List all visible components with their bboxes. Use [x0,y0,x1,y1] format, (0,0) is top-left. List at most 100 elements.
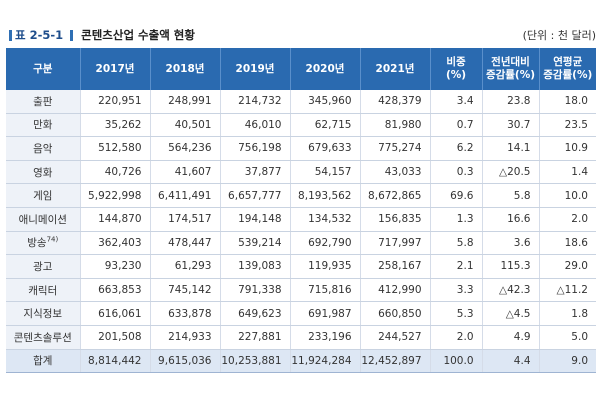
table-row: 캐릭터 663,853 745,142 791,338 715,816 412,990 3.… [6,278,596,303]
row-label-text: 합계 [33,355,53,368]
column-header: 2017년 [80,48,151,90]
table-cell: 6,657,777 [220,183,291,208]
table-cell: 2.1 [430,254,483,279]
table-cell: △11.2 [539,278,596,303]
table-cell: 633,878 [150,301,221,326]
table-cell: 248,991 [150,90,221,114]
table-cell: 9.0 [539,349,596,374]
row-label: 광고 [6,254,81,279]
table-cell: △42.3 [482,278,540,303]
footnote-ref: 74) [46,235,59,244]
table-row: 광고 93,230 61,293 139,083 119,935 258,167 2.1 11… [6,254,596,279]
table-cell: 679,633 [290,136,361,161]
table-cell: 134,532 [290,207,361,232]
table-cell: 5.3 [430,301,483,326]
table-cell: 43,033 [360,160,431,185]
table-cell: 10.9 [539,136,596,161]
row-label-text: 캐릭터 [28,284,58,297]
table-cell: 3.4 [430,90,483,114]
row-label-text: 만화 [33,119,53,132]
table-cell: 660,850 [360,301,431,326]
table-cell: 244,527 [360,325,431,350]
table-cell: 214,732 [220,90,291,114]
table-cell: 37,877 [220,160,291,185]
table-cell: 93,230 [80,254,151,279]
table-cell: 5.8 [482,183,540,208]
table-cell: 691,987 [290,301,361,326]
table-cell: 12,452,897 [360,349,431,374]
header-row: 구분 2017년 2018년 2019년 2020년 2021년 비중 (%) 전년대비 증감률(… [6,48,596,90]
column-header: 구분 [6,48,81,90]
table-number: 표 2-5-1 [15,28,64,42]
row-label: 캐릭터 [6,278,81,303]
table-row: 영화 40,726 41,607 37,877 54,157 43,033 0.3 △20.5… [6,160,596,185]
table-cell: 1.8 [539,301,596,326]
table-cell: 81,980 [360,113,431,138]
table-cell: 30.7 [482,113,540,138]
table-cell: 478,447 [150,231,221,256]
table-cell: 69.6 [430,183,483,208]
table-cell: 5.8 [430,231,483,256]
row-label: 음악 [6,136,81,161]
column-header: 연평균 증감률(%) [539,48,596,90]
table-cell: 214,933 [150,325,221,350]
table-cell: 46,010 [220,113,291,138]
table-cell: 2.0 [430,325,483,350]
table-cell: 6.2 [430,136,483,161]
table-cell: 616,061 [80,301,151,326]
row-label-text: 애니메이션 [18,213,67,226]
table-cell: 8,193,562 [290,183,361,208]
table-cell: 227,881 [220,325,291,350]
table-cell: 100.0 [430,349,483,374]
row-label-text: 지식정보 [23,308,63,321]
table-cell: 201,508 [80,325,151,350]
table-cell: 1.3 [430,207,483,232]
table-cell: 18.6 [539,231,596,256]
table-row: 게임 5,922,998 6,411,491 6,657,777 8,193,562 8,… [6,183,596,208]
table-cell: 2.0 [539,207,596,232]
table-cell: 5.0 [539,325,596,350]
table-cell: 61,293 [150,254,221,279]
table-cell: 139,083 [220,254,291,279]
table-title: 콘텐츠산업 수출액 현황 [81,28,195,42]
row-label-text: 게임 [33,190,53,203]
table-cell: 362,403 [80,231,151,256]
table-caption: 표 2-5-1 콘텐츠산업 수출액 현황 (단위 : 천 달러) [6,24,596,46]
table-cell: 0.3 [430,160,483,185]
table-cell: 35,262 [80,113,151,138]
table-row: 음악 512,580 564,236 756,198 679,633 775,274 6.2… [6,136,596,161]
row-label: 만화 [6,113,81,138]
table-cell: 8,672,865 [360,183,431,208]
row-label-text: 콘텐츠솔루션 [13,331,72,344]
row-label: 합계 [6,349,81,374]
row-label-text: 음악 [33,142,53,155]
table-row: 애니메이션 144,870 174,517 194,148 134,532 156,835… [6,207,596,232]
table-cell: 119,935 [290,254,361,279]
table-cell: 1.4 [539,160,596,185]
row-label-text: 출판 [33,95,53,108]
caption-bar-left [9,29,12,41]
table-cell: 649,623 [220,301,291,326]
column-header: 2020년 [290,48,361,90]
total-row: 합계 8,814,442 9,615,036 10,253,881 11,924,284… [6,349,596,374]
column-header: 2019년 [220,48,291,90]
column-header: 비중 (%) [430,48,483,90]
table-cell: 3.3 [430,278,483,303]
table-cell: 0.7 [430,113,483,138]
table-cell: 10.0 [539,183,596,208]
table-cell: 144,870 [80,207,151,232]
table-cell: 4.4 [482,349,540,374]
table-cell: 62,715 [290,113,361,138]
table-cell: 717,997 [360,231,431,256]
caption-bar-right [70,29,74,41]
row-label: 지식정보 [6,301,81,326]
table-cell: 40,726 [80,160,151,185]
column-header: 전년대비 증감률(%) [482,48,540,90]
row-label: 방송74) [6,231,81,256]
table-cell: 41,607 [150,160,221,185]
table-cell: 16.6 [482,207,540,232]
table-cell: 23.5 [539,113,596,138]
table-cell: 194,148 [220,207,291,232]
table-cell: 564,236 [150,136,221,161]
caption-left: 표 2-5-1 콘텐츠산업 수출액 현황 [6,27,195,43]
